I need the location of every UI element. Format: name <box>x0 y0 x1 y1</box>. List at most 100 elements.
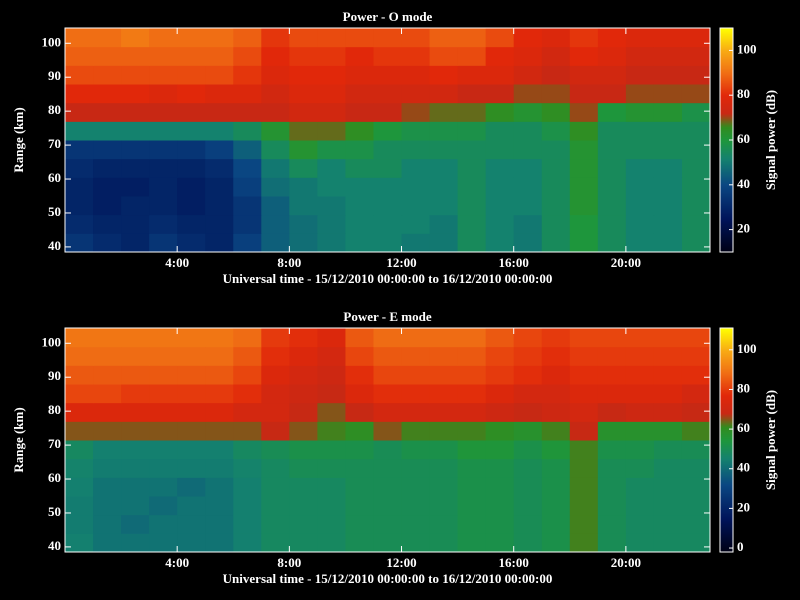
colorbar-swatch <box>720 434 733 437</box>
heatmap-cell <box>401 102 431 122</box>
heatmap-cell <box>289 365 318 385</box>
heatmap-cell <box>177 346 206 366</box>
heatmap-cell <box>93 477 122 497</box>
heatmap-cell <box>261 158 290 178</box>
colorbar-swatch <box>720 336 733 339</box>
heatmap-cell <box>177 458 206 478</box>
colorbar-swatch <box>720 112 733 115</box>
heatmap-cell <box>261 233 290 253</box>
heatmap-cell <box>429 140 459 160</box>
colorbar-swatch <box>720 28 733 31</box>
colorbar-swatch <box>720 536 733 539</box>
heatmap-cell <box>233 102 262 122</box>
colorbar-swatch <box>720 426 733 429</box>
heatmap-cell <box>121 440 150 460</box>
colorbar-swatch <box>720 502 733 505</box>
heatmap-cell <box>541 28 571 48</box>
heatmap-cell <box>625 328 655 348</box>
colorbar-tick-label: 20 <box>737 221 750 236</box>
heatmap-cell <box>513 102 543 122</box>
heatmap-cell <box>149 514 178 534</box>
colorbar-swatch <box>720 170 733 173</box>
y-tick-label: 80 <box>48 102 61 117</box>
colorbar-swatch <box>720 428 733 431</box>
heatmap-cell <box>681 46 711 66</box>
heatmap-cell <box>541 402 571 422</box>
colorbar-swatch <box>720 444 733 447</box>
colorbar-swatch <box>720 384 733 387</box>
heatmap-cell <box>513 46 543 66</box>
heatmap-cell <box>513 214 543 234</box>
colorbar-swatch <box>720 514 733 517</box>
heatmap-cell <box>65 496 94 516</box>
y-tick-label: 50 <box>48 204 61 219</box>
plot-frame <box>64 27 711 253</box>
colorbar-swatch <box>720 66 733 69</box>
heatmap-cell <box>177 102 206 122</box>
heatmap-cell <box>317 158 346 178</box>
heatmap-cell <box>653 458 683 478</box>
heatmap-cell <box>373 496 403 516</box>
heatmap-cell <box>513 65 543 85</box>
heatmap-cell <box>569 214 599 234</box>
heatmap-cell <box>93 196 122 216</box>
colorbar-swatch <box>720 398 733 401</box>
heatmap-cell <box>205 102 234 122</box>
heatmap-cell <box>457 458 487 478</box>
y-tick-label: 100 <box>42 34 62 49</box>
colorbar-swatch <box>720 466 733 469</box>
colorbar-swatch <box>720 150 733 153</box>
colorbar-swatch <box>720 84 733 87</box>
colorbar-swatch <box>720 348 733 351</box>
colorbar-swatch <box>720 248 733 251</box>
colorbar-swatch <box>720 460 733 463</box>
heatmap-cell <box>485 196 515 216</box>
heatmap-cell <box>345 384 374 404</box>
colorbar-tick-label: 100 <box>737 41 757 56</box>
heatmap-cell <box>149 65 178 85</box>
heatmap-cell <box>317 458 346 478</box>
colorbar-swatch <box>720 340 733 343</box>
colorbar-swatch <box>720 330 733 333</box>
colorbar-swatch <box>720 190 733 193</box>
heatmap-cell <box>317 402 346 422</box>
colorbar-swatch <box>720 104 733 107</box>
heatmap-cell <box>429 46 459 66</box>
heatmap-cell <box>569 496 599 516</box>
colorbar-swatch <box>720 542 733 545</box>
heatmap-cell <box>289 514 318 534</box>
colorbar-swatch <box>720 48 733 51</box>
heatmap-cell <box>177 421 206 441</box>
heatmap-cell <box>233 214 262 234</box>
colorbar-swatch <box>720 448 733 451</box>
y-axis-label: Range (km) <box>11 407 26 472</box>
colorbar-swatch <box>720 140 733 143</box>
heatmap-cell <box>261 28 290 48</box>
colorbar-swatch <box>720 372 733 375</box>
heatmap-cell <box>93 440 122 460</box>
heatmap-cell <box>401 65 431 85</box>
colorbar-swatch <box>720 464 733 467</box>
heatmap-cell <box>513 328 543 348</box>
colorbar-swatch <box>720 394 733 397</box>
heatmap-cell <box>177 196 206 216</box>
heatmap-cell <box>373 233 403 253</box>
heatmap-cell <box>345 28 374 48</box>
colorbar-swatch <box>720 188 733 191</box>
colorbar-swatch <box>720 512 733 515</box>
heatmap-cell <box>205 233 234 253</box>
heatmap-cell <box>65 233 94 253</box>
heatmap-cell <box>653 346 683 366</box>
heatmap-cell <box>205 402 234 422</box>
y-tick-label: 70 <box>48 436 61 451</box>
heatmap-cell <box>93 233 122 253</box>
heatmap-cell <box>569 514 599 534</box>
heatmap-cell <box>65 421 94 441</box>
colorbar-swatch <box>720 114 733 117</box>
heatmap-cell <box>429 28 459 48</box>
colorbar-swatch <box>720 486 733 489</box>
heatmap-cell <box>653 477 683 497</box>
colorbar-swatch <box>720 174 733 177</box>
heatmap-cell <box>373 328 403 348</box>
heatmap-cell <box>429 158 459 178</box>
